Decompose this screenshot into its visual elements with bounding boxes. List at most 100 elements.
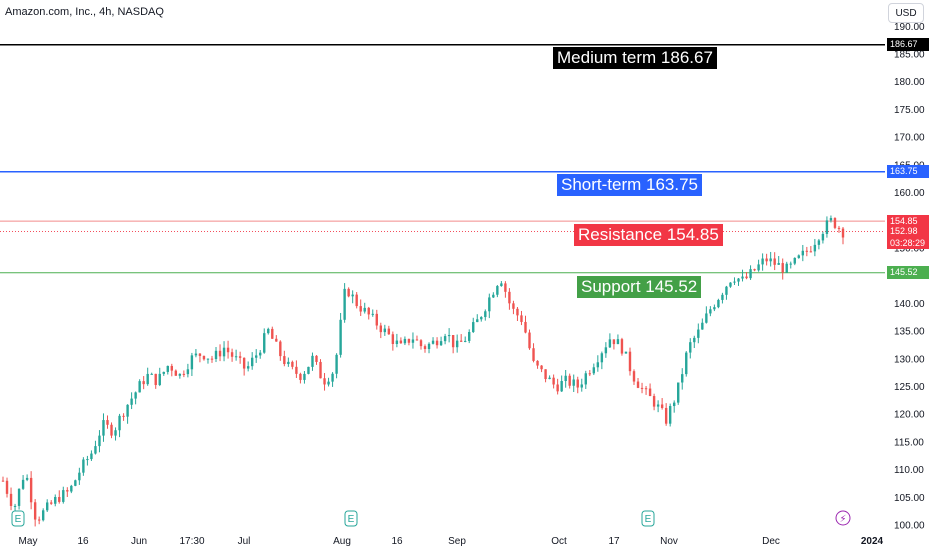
earnings-marker-label: E (348, 514, 355, 525)
x-tick-label: Oct (551, 536, 567, 547)
y-tick-label: 135.00 (894, 327, 925, 338)
candle-body (13, 505, 17, 507)
candle-body (303, 373, 306, 380)
y-tick-label: 175.00 (894, 105, 925, 116)
candle-body (805, 250, 809, 252)
candle-body (793, 257, 796, 264)
candle-body (54, 496, 57, 504)
x-tick-label: 16 (77, 536, 89, 547)
candle-body (468, 331, 471, 341)
y-tick-label: 120.00 (894, 410, 925, 421)
candle-body (275, 338, 278, 342)
candle-body (556, 384, 559, 392)
earnings-marker-label: E (645, 514, 652, 525)
candle-body (230, 352, 234, 357)
candle-body (359, 306, 362, 312)
candle-body (709, 309, 712, 314)
candle-body (725, 286, 728, 295)
x-tick-label: 16 (391, 536, 403, 547)
candle-body (74, 480, 77, 486)
candle-body (431, 340, 435, 344)
x-tick-label: Aug (333, 536, 351, 547)
candle-body (572, 379, 575, 386)
candle-body (480, 317, 483, 320)
candle-body (21, 479, 25, 489)
candle-body (821, 233, 825, 241)
candle-body (536, 360, 539, 366)
candle-body (291, 361, 294, 367)
candle-body (9, 493, 13, 506)
candle-body (387, 328, 391, 335)
level-lines (0, 43, 885, 274)
candle-body (114, 430, 117, 436)
candle-body (681, 374, 684, 383)
candle-body (560, 381, 563, 392)
candle-body (801, 250, 805, 256)
candle-body (255, 355, 258, 358)
candle-body (70, 485, 73, 492)
candle-body (809, 251, 813, 253)
y-tick-label: 140.00 (894, 299, 925, 310)
candle-body (150, 373, 153, 375)
candle-body (737, 278, 740, 282)
candle-body (295, 366, 298, 374)
candle-body (677, 382, 680, 403)
candle-body (222, 347, 226, 357)
candle-body (250, 357, 254, 367)
candle-body (733, 281, 736, 283)
price-tag-short-term: 163.75 (887, 165, 929, 179)
level-label-short-term[interactable]: Short-term 163.75 (557, 173, 703, 196)
candle-body (492, 294, 495, 298)
candle-body (443, 336, 447, 342)
candle-body (166, 365, 169, 372)
candle-body (512, 303, 515, 309)
candle-body (672, 402, 676, 407)
candle-body (182, 373, 186, 375)
y-tick-label: 115.00 (894, 437, 924, 448)
candle-body (596, 362, 600, 368)
currency-button[interactable]: USD (888, 3, 924, 23)
level-label-medium-term[interactable]: Medium term 186.67 (553, 46, 717, 69)
candle-body (833, 218, 837, 228)
candle-body (327, 381, 330, 385)
candle-body (652, 396, 656, 407)
dividend-marker-icon (835, 510, 851, 526)
price-tag-support: 145.52 (887, 266, 929, 280)
candle-body (246, 366, 250, 369)
candle-body (186, 369, 190, 375)
level-label-resistance[interactable]: Resistance 154.85 (574, 224, 723, 247)
candle-body (263, 333, 266, 353)
candle-body (624, 351, 628, 354)
candle-body (17, 488, 21, 506)
candle-body (383, 328, 387, 333)
candle-body (407, 338, 411, 343)
earnings-marker-icon (641, 510, 655, 527)
candle-body (837, 227, 841, 229)
y-tick-label: 100.00 (894, 521, 925, 532)
candle-body (640, 387, 644, 389)
candle-body (82, 459, 85, 473)
candle-body (146, 373, 149, 385)
candle-body (600, 353, 604, 363)
candle-body (299, 373, 302, 380)
earnings-marker-label: E (15, 514, 22, 525)
candle-body (25, 477, 29, 480)
candle-body (524, 321, 527, 333)
candle-body (439, 341, 443, 346)
candle-body (194, 353, 198, 356)
candle-body (311, 355, 314, 367)
candle-body (781, 263, 784, 273)
candle-body (283, 356, 286, 365)
candle-body (210, 358, 214, 360)
candle-body (548, 377, 551, 380)
candle-body (287, 361, 290, 365)
candle-body (347, 288, 350, 297)
candle-body (516, 308, 519, 316)
level-label-support[interactable]: Support 145.52 (577, 275, 702, 298)
candle-body (335, 354, 338, 374)
dividend-marker-label: ⚡ (839, 514, 846, 525)
candle-body (423, 346, 427, 350)
candle-body (391, 334, 395, 344)
candle-body (508, 291, 511, 304)
